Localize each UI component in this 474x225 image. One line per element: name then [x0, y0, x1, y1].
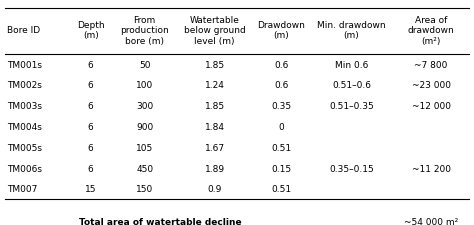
- Text: 0.51: 0.51: [272, 184, 292, 194]
- Text: 0.51–0.35: 0.51–0.35: [329, 102, 374, 111]
- Text: TM007: TM007: [7, 184, 37, 194]
- Text: 1.89: 1.89: [205, 164, 225, 173]
- Text: 50: 50: [139, 60, 150, 69]
- Text: ~12 000: ~12 000: [411, 102, 451, 111]
- Text: 100: 100: [136, 81, 154, 90]
- Text: Drawdown
(m): Drawdown (m): [257, 21, 305, 40]
- Text: Min. drawdown
(m): Min. drawdown (m): [317, 21, 386, 40]
- Text: 900: 900: [136, 122, 154, 131]
- Text: 0.6: 0.6: [274, 81, 289, 90]
- Text: ~11 200: ~11 200: [411, 164, 451, 173]
- Text: 0.9: 0.9: [208, 184, 222, 194]
- Text: From
production
bore (m): From production bore (m): [120, 16, 169, 45]
- Text: 0.51: 0.51: [272, 143, 292, 152]
- Text: 0.35: 0.35: [272, 102, 292, 111]
- Text: 6: 6: [88, 102, 93, 111]
- Text: TM006s: TM006s: [7, 164, 42, 173]
- Text: TM002s: TM002s: [7, 81, 42, 90]
- Text: Area of
drawdown
(m²): Area of drawdown (m²): [408, 16, 455, 45]
- Text: 0.15: 0.15: [272, 164, 292, 173]
- Text: Watertable
below ground
level (m): Watertable below ground level (m): [184, 16, 246, 45]
- Text: Min 0.6: Min 0.6: [335, 60, 368, 69]
- Text: Depth
(m): Depth (m): [77, 21, 104, 40]
- Text: ~54 000 m²: ~54 000 m²: [404, 217, 458, 225]
- Text: 1.85: 1.85: [205, 60, 225, 69]
- Text: 15: 15: [85, 184, 96, 194]
- Text: 0: 0: [279, 122, 284, 131]
- Text: 450: 450: [136, 164, 153, 173]
- Text: 300: 300: [136, 102, 154, 111]
- Text: 1.84: 1.84: [205, 122, 225, 131]
- Text: 0.6: 0.6: [274, 60, 289, 69]
- Text: 6: 6: [88, 164, 93, 173]
- Text: TM003s: TM003s: [7, 102, 42, 111]
- Text: 6: 6: [88, 60, 93, 69]
- Text: 1.24: 1.24: [205, 81, 225, 90]
- Text: 6: 6: [88, 81, 93, 90]
- Text: 0.51–0.6: 0.51–0.6: [332, 81, 371, 90]
- Text: 6: 6: [88, 143, 93, 152]
- Text: TM001s: TM001s: [7, 60, 42, 69]
- Text: 150: 150: [136, 184, 154, 194]
- Text: 6: 6: [88, 122, 93, 131]
- Text: Bore ID: Bore ID: [7, 26, 40, 35]
- Text: 1.85: 1.85: [205, 102, 225, 111]
- Text: ~23 000: ~23 000: [411, 81, 451, 90]
- Text: Total area of watertable decline: Total area of watertable decline: [79, 217, 242, 225]
- Text: TM004s: TM004s: [7, 122, 42, 131]
- Text: TM005s: TM005s: [7, 143, 42, 152]
- Text: 1.67: 1.67: [205, 143, 225, 152]
- Text: 105: 105: [136, 143, 154, 152]
- Text: 0.35–0.15: 0.35–0.15: [329, 164, 374, 173]
- Text: ~7 800: ~7 800: [414, 60, 448, 69]
